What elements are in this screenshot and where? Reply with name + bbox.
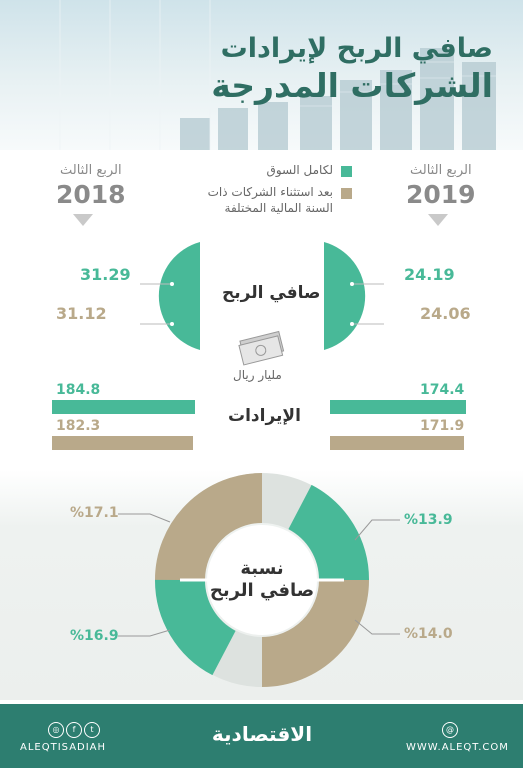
legend-swatch-excluding bbox=[341, 188, 352, 199]
right-bottom-margin: %14.0 bbox=[404, 626, 453, 642]
legend-label-excluding-line1: بعد استثناء الشركات ذات bbox=[207, 185, 333, 199]
website-icon[interactable]: @ bbox=[442, 722, 458, 738]
header-banner: صافي الربح لإيرادات الشركات المدرجة bbox=[0, 0, 523, 150]
footer-bar: ◎ f t ALEQTISADIAH الاقتصادية @ WWW.ALEQ… bbox=[0, 704, 523, 768]
left-revenue-market-bar bbox=[52, 400, 195, 414]
title-line-2: الشركات المدرجة bbox=[211, 66, 493, 105]
left-quarter-label: الربع الثالث bbox=[60, 163, 122, 178]
twitter-icon[interactable]: t bbox=[84, 722, 100, 738]
left-net-profit-excluding: 31.12 bbox=[56, 304, 107, 323]
net-margin-title-line1: نسبة bbox=[240, 558, 284, 579]
title-line-1: صافي الربح لإيرادات bbox=[220, 33, 493, 64]
net-margin-ring bbox=[118, 473, 400, 687]
net-profit-label: صافي الربح bbox=[222, 283, 321, 303]
left-bottom-margin: %16.9 bbox=[70, 628, 119, 644]
website-url[interactable]: WWW.ALEQT.COM bbox=[406, 742, 509, 753]
right-revenue-excluding-bar bbox=[330, 436, 464, 450]
coins-illustration bbox=[59, 0, 496, 150]
legend-swatch-market bbox=[341, 166, 352, 177]
left-net-profit-market: 31.29 bbox=[80, 265, 131, 284]
net-margin-title-line2: صافي الربح bbox=[209, 580, 315, 601]
left-revenue-excluding-bar bbox=[52, 436, 193, 450]
right-net-profit-excluding: 24.06 bbox=[420, 304, 471, 323]
right-revenue-market-bar bbox=[330, 400, 466, 414]
left-year: 2018 bbox=[56, 180, 126, 209]
left-top-margin: %17.1 bbox=[70, 505, 119, 521]
right-revenue-market: 174.4 bbox=[420, 382, 465, 398]
facebook-icon[interactable]: f bbox=[66, 722, 82, 738]
revenues-label: الإيرادات bbox=[228, 406, 301, 426]
right-net-profit-semicircle bbox=[324, 242, 384, 350]
left-revenue-market: 184.8 bbox=[56, 382, 101, 398]
unit-label: مليار ريال bbox=[233, 368, 282, 382]
right-top-margin: %13.9 bbox=[404, 512, 453, 528]
left-revenue-excluding: 182.3 bbox=[56, 418, 101, 434]
money-icon bbox=[238, 330, 285, 366]
instagram-icon[interactable]: ◎ bbox=[48, 722, 64, 738]
legend-label-excluding-line2: السنة المالية المختلفة bbox=[224, 201, 333, 215]
right-revenue-excluding: 171.9 bbox=[420, 418, 465, 434]
right-net-profit-market: 24.19 bbox=[404, 265, 455, 284]
right-quarter-label: الربع الثالث bbox=[410, 163, 472, 178]
right-year: 2019 bbox=[406, 180, 476, 209]
left-chevron-icon bbox=[73, 214, 93, 226]
right-chevron-icon bbox=[428, 214, 448, 226]
social-handle[interactable]: ALEQTISADIAH bbox=[20, 742, 107, 753]
left-net-profit-semicircle bbox=[140, 242, 200, 350]
legend-label-market: لكامل السوق bbox=[266, 163, 333, 177]
brand-logo: الاقتصادية bbox=[211, 722, 313, 746]
